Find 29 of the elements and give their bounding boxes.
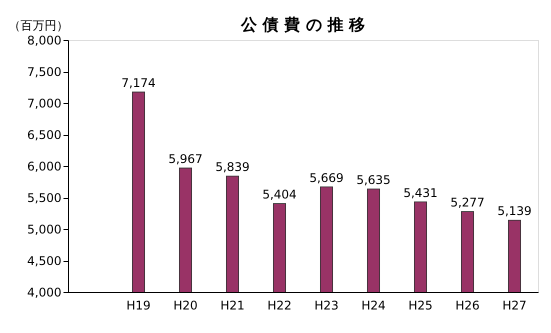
y-tick-label: 6,000 (27, 160, 62, 174)
data-label: 5,635 (356, 172, 391, 187)
x-tick-label: H21 (220, 298, 245, 312)
x-tick-label: H20 (173, 298, 198, 312)
data-label: 7,174 (121, 76, 156, 90)
x-tick-label: H24 (361, 298, 386, 312)
x-tick-label: H26 (455, 298, 480, 312)
x-tick-label: H23 (314, 298, 339, 312)
x-tick-label: H22 (267, 298, 292, 312)
y-tick-label: 7,000 (27, 96, 62, 110)
y-tick-label: 4,500 (27, 254, 62, 268)
data-label: 5,404 (262, 188, 297, 202)
data-label: 5,139 (497, 204, 532, 218)
y-tick-label: 8,000 (27, 34, 62, 48)
chart-title: 公 債 費 の 推 移 (240, 15, 365, 34)
data-label: 5,967 (168, 152, 203, 166)
data-label: 5,839 (215, 160, 250, 174)
x-tick-label: H27 (502, 298, 527, 312)
y-tick-label: 5,500 (27, 191, 62, 205)
data-label: 5,431 (403, 186, 438, 200)
y-tick-label: 7,500 (27, 65, 62, 79)
x-tick-label: H25 (408, 298, 433, 312)
y-tick-label: 4,000 (27, 286, 62, 300)
data-label: 5,277 (450, 196, 485, 210)
y-tick-label: 6,500 (27, 128, 62, 142)
data-label: 5,669 (309, 170, 344, 185)
x-tick-label: H19 (126, 298, 151, 312)
y-axis-title: （百万円） (8, 18, 68, 32)
y-tick-label: 5,000 (27, 222, 62, 236)
